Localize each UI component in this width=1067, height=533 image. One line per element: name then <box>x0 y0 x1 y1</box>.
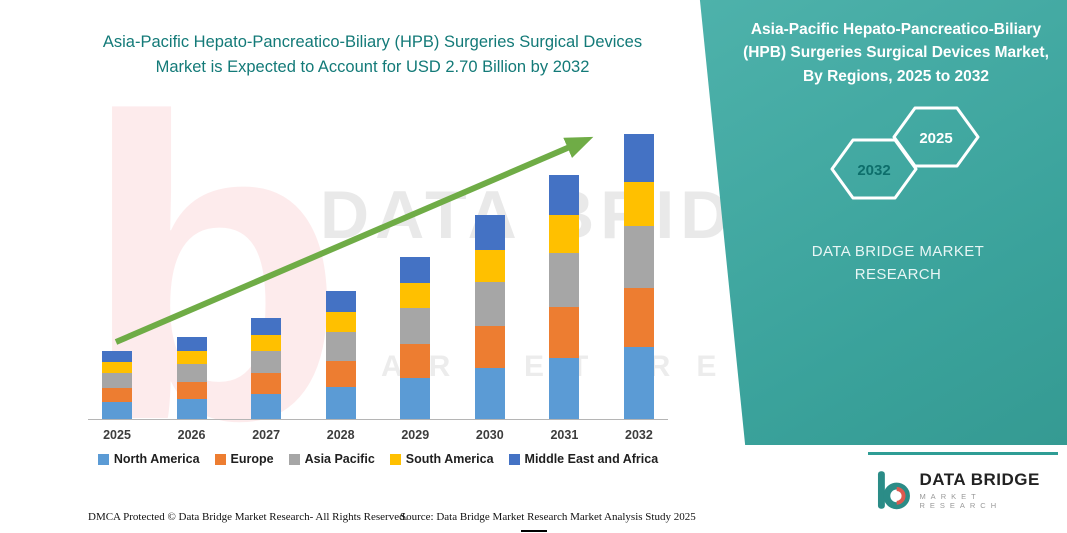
bar-segment-asia-pacific <box>102 373 132 388</box>
bar-segment-asia-pacific <box>325 332 356 361</box>
bar-segment-middle-east-and-africa <box>549 175 580 215</box>
right-panel: Asia-Pacific Hepato-Pancreatico-Biliary … <box>699 0 1067 446</box>
legend-label: South America <box>405 452 494 466</box>
bar-2025: 2025 <box>102 124 132 442</box>
hexagon-badges: 2032 2025 <box>830 106 980 200</box>
bar-segment-asia-pacific <box>176 364 207 382</box>
x-axis-label: 2026 <box>177 428 206 442</box>
legend-item: Middle East and Africa <box>508 452 659 466</box>
bar-2032: 2032 <box>623 124 654 442</box>
x-axis-label: 2032 <box>625 428 653 442</box>
hexagon-front <box>892 106 980 168</box>
bar-segment-north-america <box>623 347 654 419</box>
bar-segment-asia-pacific <box>549 253 580 307</box>
legend-item: North America <box>97 452 200 466</box>
bar-segment-north-america <box>400 378 431 419</box>
bar-segment-south-america <box>176 351 207 364</box>
logo-text-block: DATA BRIDGE MARKET RESEARCH <box>919 470 1067 510</box>
panel-brand-text: DATA BRIDGE MARKET RESEARCH <box>737 240 1059 287</box>
bar-segment-middle-east-and-africa <box>400 257 431 283</box>
bar-segment-asia-pacific <box>623 226 654 288</box>
chart-title: Asia-Pacific Hepato-Pancreatico-Biliary … <box>102 33 643 76</box>
bar-segment-north-america <box>325 387 356 419</box>
bar-segment-north-america <box>549 358 580 419</box>
hexagon-front-label: 2025 <box>919 130 952 147</box>
legend-swatch <box>508 453 520 465</box>
bar-segment-europe <box>251 373 282 394</box>
legend-item: Asia Pacific <box>288 452 375 466</box>
bar-2028: 2028 <box>325 124 356 442</box>
chart-legend: North America Europe Asia Pacific South Ame… <box>70 452 686 466</box>
bar-segment-north-america <box>474 368 505 419</box>
logo-divider-line <box>868 452 1058 455</box>
bar-segment-south-america <box>251 335 282 351</box>
legend-swatch <box>288 453 300 465</box>
bar-segment-europe <box>176 382 207 399</box>
bar-segment-south-america <box>400 283 431 308</box>
bar-2029: 2029 <box>400 124 431 442</box>
legend-item: Europe <box>214 452 274 466</box>
bar-segment-south-america <box>325 312 356 332</box>
x-axis-label: 2030 <box>475 428 504 442</box>
hexagon-back <box>830 138 918 200</box>
right-panel-title: Asia-Pacific Hepato-Pancreatico-Biliary … <box>743 21 1049 85</box>
bar-segment-north-america <box>102 402 132 419</box>
bar-segment-middle-east-and-africa <box>176 337 207 351</box>
bar-segment-south-america <box>102 362 132 373</box>
bar-segment-asia-pacific <box>400 308 431 344</box>
bar-segment-south-america <box>623 182 654 226</box>
x-axis-label: 2031 <box>550 428 579 442</box>
bar-segment-middle-east-and-africa <box>325 291 356 312</box>
legend-item: South America <box>389 452 494 466</box>
bar-2026: 2026 <box>176 124 207 442</box>
x-axis-label: 2029 <box>401 428 430 442</box>
footer-source-note: Source: Data Bridge Market Research Mark… <box>400 511 696 523</box>
bar-segment-middle-east-and-africa <box>102 351 132 362</box>
bar-segment-europe <box>623 288 654 347</box>
bar-segment-europe <box>325 361 356 387</box>
bar-segment-middle-east-and-africa <box>623 134 654 182</box>
bar-segment-south-america <box>549 215 580 253</box>
bar-segment-europe <box>549 307 580 358</box>
bar-segment-europe <box>474 326 505 368</box>
bar-segment-middle-east-and-africa <box>474 215 505 250</box>
stacked-bar-chart: 2025 2026 2027 2028 2029 2030 2031 2032 <box>88 124 668 442</box>
bar-2031: 2031 <box>549 124 580 442</box>
bar-segment-asia-pacific <box>251 351 282 373</box>
panel-brand-line2: RESEARCH <box>854 266 942 284</box>
x-axis-label: 2028 <box>326 428 355 442</box>
bar-segment-south-america <box>474 250 505 282</box>
company-logo: DATA BRIDGE MARKET RESEARCH <box>876 470 1067 510</box>
footer-dmca-notice: DMCA Protected © Data Bridge Market Rese… <box>88 511 408 523</box>
bar-2030: 2030 <box>474 124 505 442</box>
bar-segment-europe <box>400 344 431 378</box>
bar-segment-asia-pacific <box>474 282 505 326</box>
legend-label: Middle East and Africa <box>524 452 659 466</box>
panel-brand-line1: DATA BRIDGE MARKET <box>811 243 985 260</box>
bar-segment-middle-east-and-africa <box>251 318 282 335</box>
data-bridge-b-icon <box>877 471 910 510</box>
logo-name: DATA BRIDGE <box>919 470 1040 489</box>
bar-segment-europe <box>102 388 132 402</box>
plot-area: 2025 2026 2027 2028 2029 2030 2031 2032 <box>88 124 668 442</box>
legend-label: North America <box>113 452 200 466</box>
logo-subtitle: MARKET RESEARCH <box>919 492 1002 510</box>
legend-swatch <box>97 453 109 465</box>
bar-segment-north-america <box>176 399 207 419</box>
x-axis-label: 2025 <box>103 428 131 442</box>
bar-segment-north-america <box>251 394 282 419</box>
legend-swatch <box>214 453 226 465</box>
legend-label: Europe <box>230 452 274 466</box>
x-axis-label: 2027 <box>252 428 281 442</box>
bar-2027: 2027 <box>251 124 282 442</box>
hexagon-back-label: 2032 <box>857 162 890 179</box>
legend-label: Asia Pacific <box>304 452 375 466</box>
legend-swatch <box>389 453 401 465</box>
bottom-center-mark <box>520 529 547 532</box>
